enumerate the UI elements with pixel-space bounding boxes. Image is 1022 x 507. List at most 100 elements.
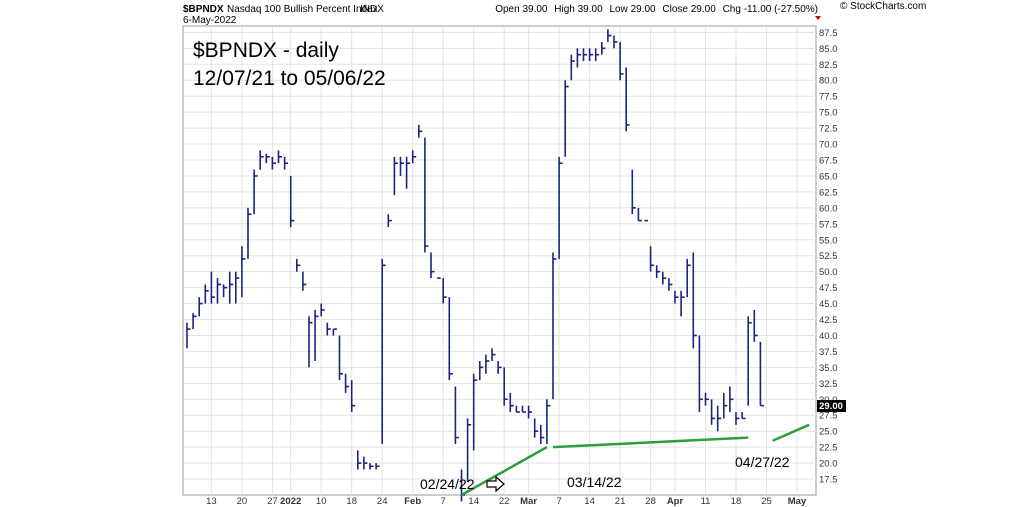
price-bar (338, 335, 343, 381)
x-tick-label: 14 (584, 496, 595, 507)
price-bar (448, 297, 453, 381)
price-bar (417, 124, 423, 138)
y-tick-label: 65.0 (819, 171, 838, 182)
close-value: 29.00 (691, 4, 716, 15)
x-tick-label: 18 (346, 496, 357, 507)
high-value: 39.00 (578, 4, 603, 15)
price-bar (698, 335, 703, 413)
price-bar (497, 361, 502, 374)
trendlines (460, 423, 810, 497)
price-bar (710, 399, 716, 425)
price-bar (570, 54, 575, 81)
date-label: 6-May-2022 (183, 15, 237, 26)
price-bar (393, 156, 398, 196)
x-tick-label: 2022 (280, 496, 301, 507)
open-value: 39.00 (522, 4, 547, 15)
high-label: High (554, 4, 575, 15)
y-tick-label: 40.0 (819, 331, 838, 342)
price-bar (515, 405, 520, 413)
y-tick-label: 87.5 (819, 28, 838, 39)
price-bar (210, 271, 215, 304)
price-bar (735, 412, 740, 425)
y-tick-label: 60.0 (819, 203, 838, 214)
price-bar (564, 80, 569, 157)
price-bar (424, 137, 429, 253)
x-tick-label: 7 (441, 496, 446, 507)
price-bar (344, 373, 350, 393)
price-bar (387, 214, 392, 227)
x-tick-label: Mar (520, 496, 537, 507)
annotation-title: $BPNDX - daily (193, 39, 339, 62)
x-tick-label: 7 (556, 496, 561, 507)
price-bar (594, 48, 600, 62)
price-bar (655, 265, 661, 279)
price-bar (716, 405, 722, 432)
price-bar (271, 156, 276, 170)
x-tick-label: 21 (615, 496, 626, 507)
price-bar (363, 456, 368, 470)
price-bar (186, 322, 191, 349)
price-bar (289, 175, 295, 227)
price-bar (295, 258, 301, 272)
price-bar (607, 29, 612, 42)
price-bar (430, 252, 435, 279)
right-arrow-icon (486, 475, 505, 493)
y-tick-label: 32.5 (819, 379, 838, 390)
price-bar (192, 313, 197, 330)
y-tick-label: 25.0 (819, 427, 838, 438)
price-bar (582, 48, 587, 62)
price-bar (405, 156, 411, 189)
last-price-box (817, 400, 846, 412)
close-label: Close (662, 4, 688, 15)
y-tick-label: 85.0 (819, 44, 838, 55)
price-bar (521, 405, 526, 413)
y-tick-label: 52.5 (819, 251, 838, 262)
y-tick-label: 80.0 (819, 76, 838, 87)
x-tick-label: 24 (377, 496, 388, 507)
price-bar (753, 309, 758, 342)
y-tick-label: 77.5 (819, 92, 838, 103)
price-bar (649, 246, 655, 272)
price-bar (747, 316, 752, 406)
y-tick-label: 22.5 (819, 443, 838, 454)
price-bar (637, 207, 642, 222)
trendline (772, 423, 810, 442)
y-tick-label: 45.0 (819, 299, 838, 310)
price-bar (235, 271, 240, 304)
price-bar (552, 252, 557, 400)
x-tick-label: 14 (468, 496, 479, 507)
price-bar (491, 348, 496, 361)
price-bar (503, 367, 508, 406)
y-tick-label: 67.5 (819, 156, 838, 167)
price-bar (558, 156, 563, 259)
x-tick-label: Apr (667, 496, 684, 507)
price-bar (588, 48, 594, 62)
x-tick-label: May (788, 496, 807, 507)
price-bar (314, 309, 319, 361)
price-bar (485, 354, 490, 374)
y-tick-label: 55.0 (819, 235, 838, 246)
price-bar (613, 35, 618, 49)
price-bar (247, 207, 252, 259)
ohlc-readout: Open 39.00 High 39.00 Low 29.00 Close 29… (495, 4, 818, 15)
y-tick-label: 35.0 (819, 363, 838, 374)
price-bar (674, 290, 679, 304)
x-tick-label: Feb (404, 496, 421, 507)
price-bar (241, 246, 246, 298)
symbol-label: $BPNDX (183, 4, 224, 15)
plot-area (182, 25, 817, 496)
y-tick-label: 17.5 (819, 475, 838, 486)
price-bar (454, 386, 459, 444)
price-bar (704, 392, 709, 406)
y-tick-label: 37.5 (819, 347, 838, 358)
trendline (552, 436, 749, 449)
x-tick-label: 11 (701, 496, 711, 507)
price-bar (668, 278, 673, 291)
price-bar (320, 303, 325, 317)
y-tick-label: 70.0 (819, 140, 838, 151)
low-value: 29.00 (631, 4, 656, 15)
price-bar (478, 361, 484, 381)
source-label: © StockCharts.com (840, 1, 926, 12)
label-02-24-22: 02/24/22 (420, 476, 475, 492)
